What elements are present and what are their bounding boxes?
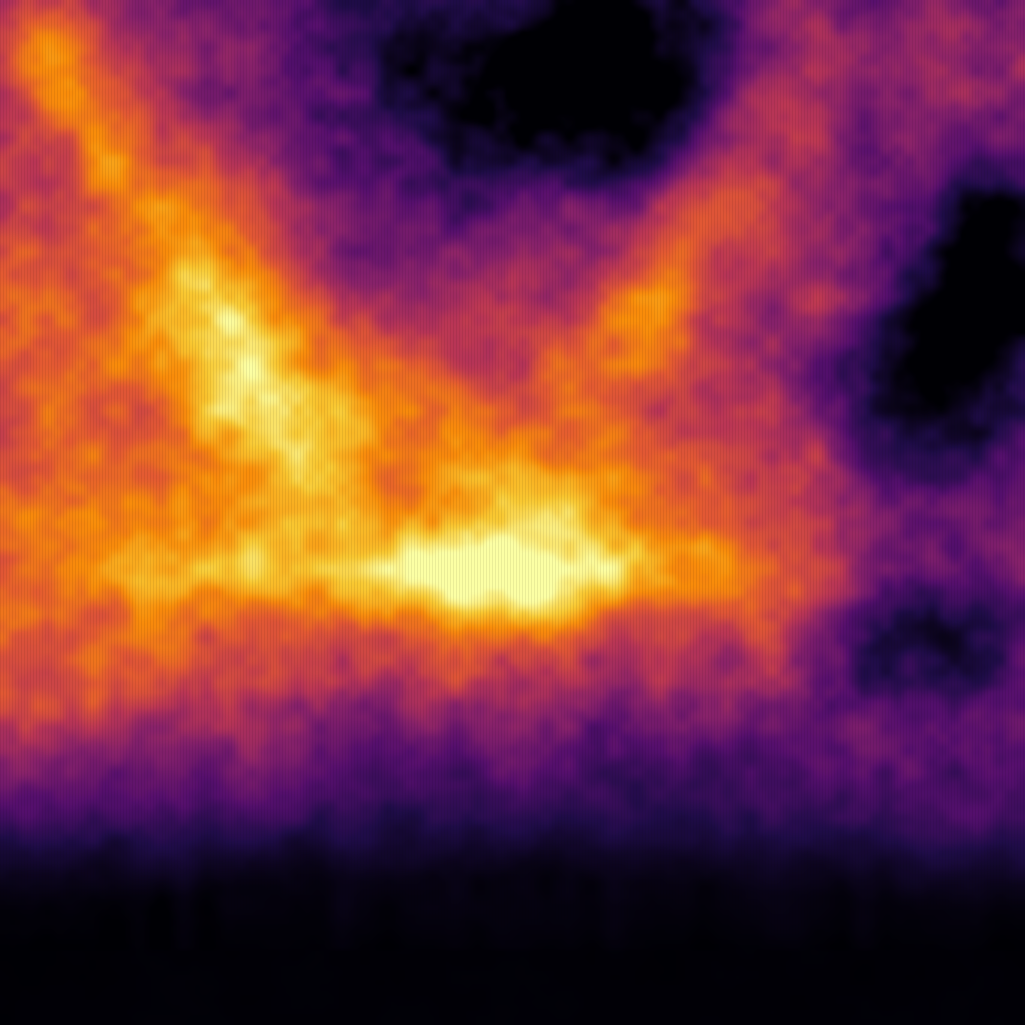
inferno-heatmap-canvas (0, 0, 1025, 1025)
heatmap-image (0, 0, 1025, 1025)
